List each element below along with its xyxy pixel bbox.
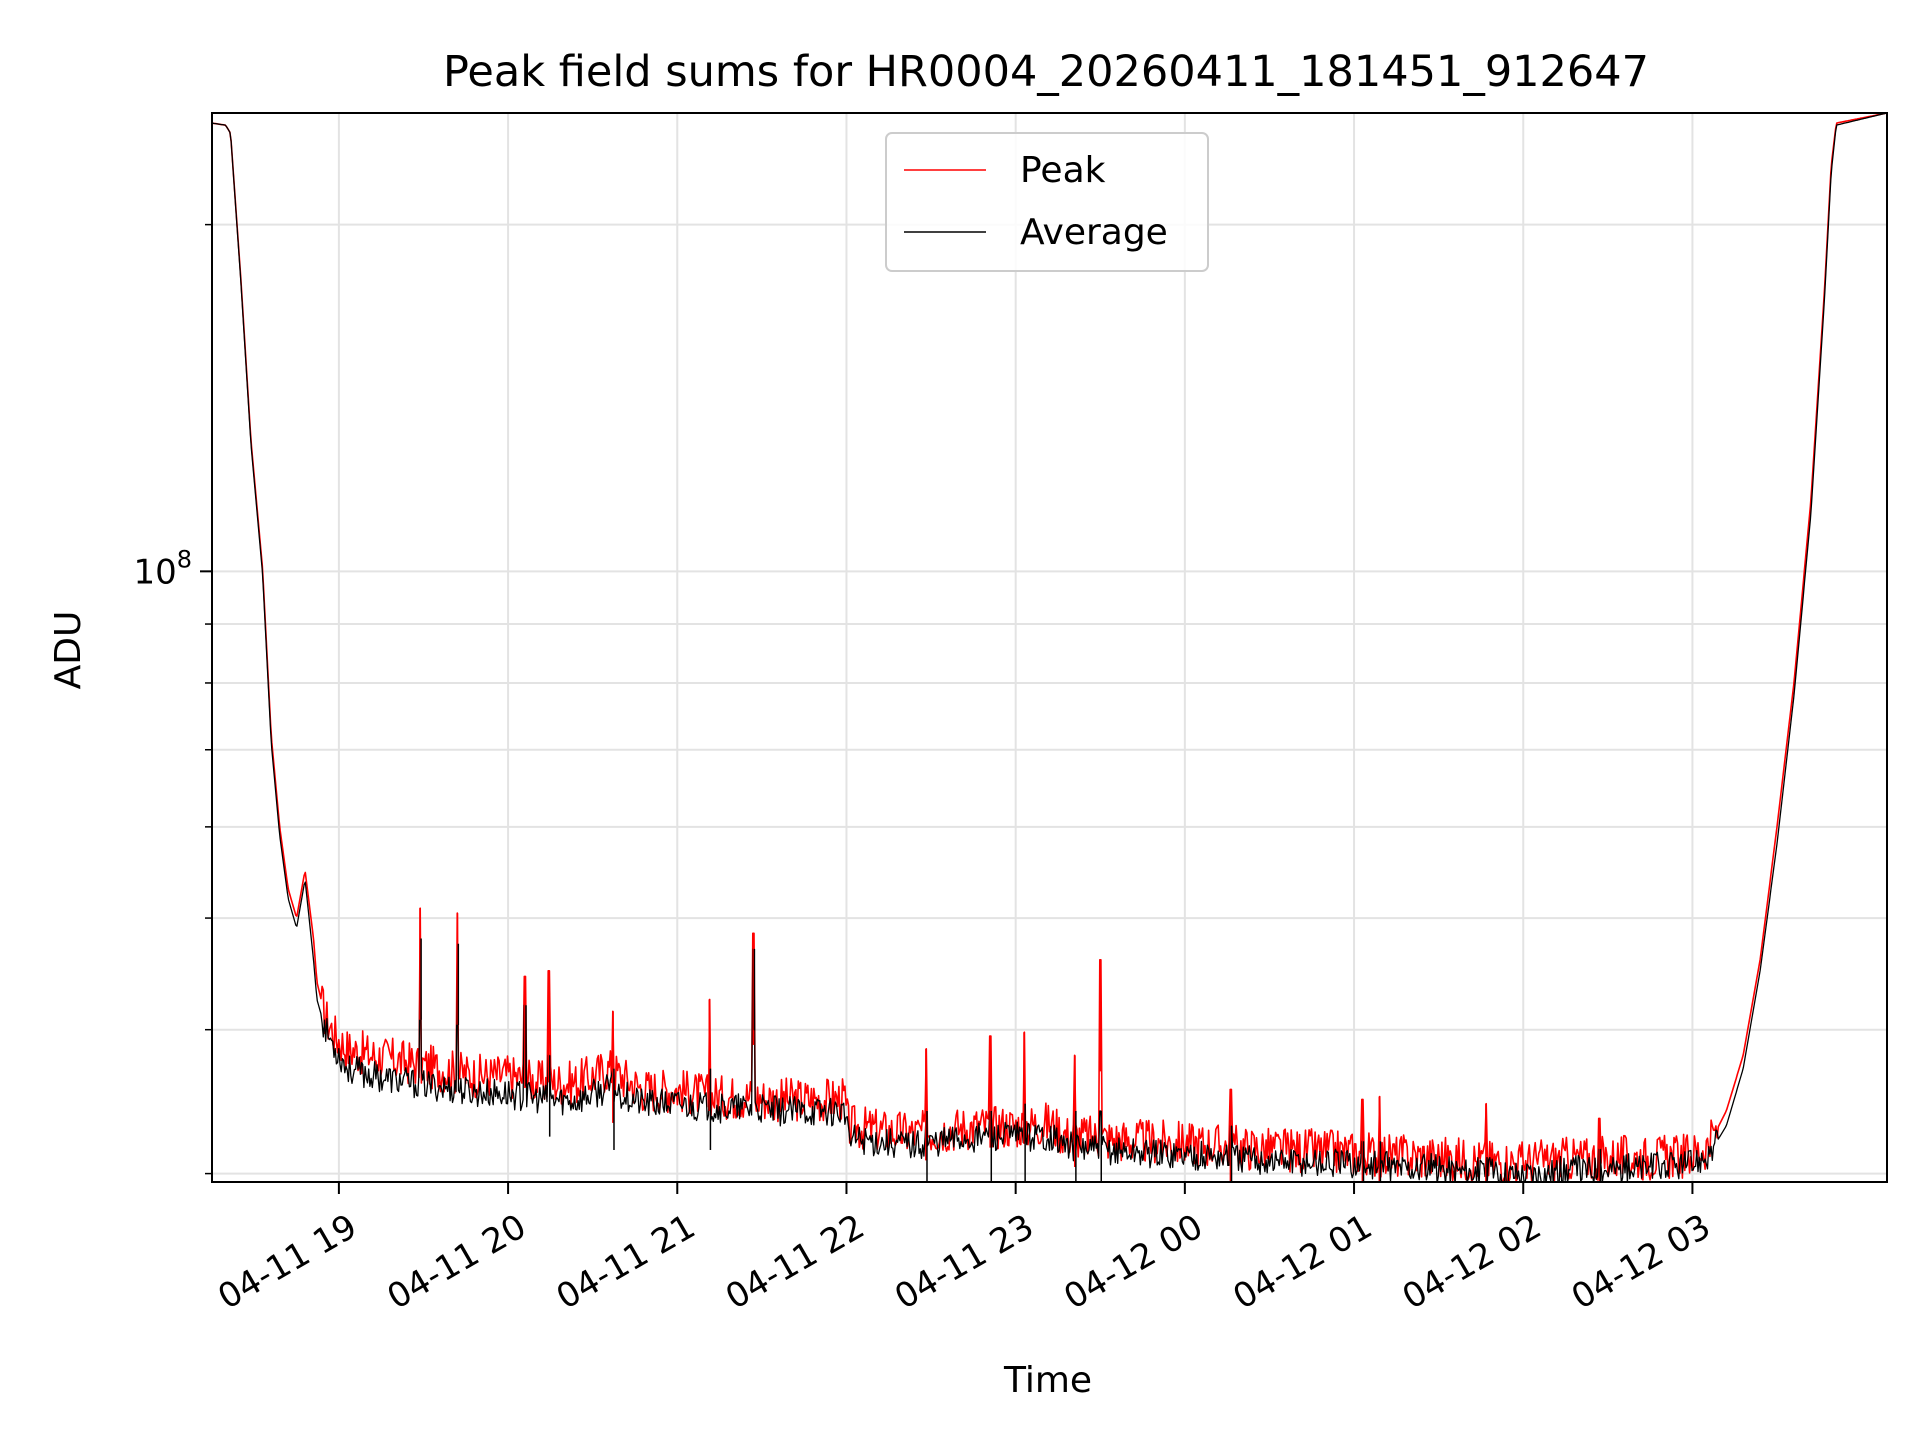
- average-series-line: [212, 113, 1887, 1182]
- y-tick-label-base: 10: [133, 552, 176, 592]
- plot-frame: [211, 112, 1888, 1183]
- y-tick-label-exponent: 8: [177, 545, 192, 573]
- legend-average-label: Average: [1020, 212, 1168, 253]
- legend-peak-label: Peak: [1020, 150, 1106, 191]
- legend: Peak Average: [885, 132, 1209, 272]
- chart-title: Peak field sums for HR0004_20260411_1814…: [443, 47, 1649, 97]
- y-tick-label: 108: [133, 545, 192, 592]
- peak-series-line: [212, 113, 1887, 1182]
- legend-box: [885, 132, 1209, 272]
- series-layer: [212, 113, 1887, 1182]
- x-axis-label: Time: [1003, 1360, 1092, 1401]
- y-axis: 108: [133, 223, 212, 1175]
- y-axis-label: ADU: [48, 611, 89, 690]
